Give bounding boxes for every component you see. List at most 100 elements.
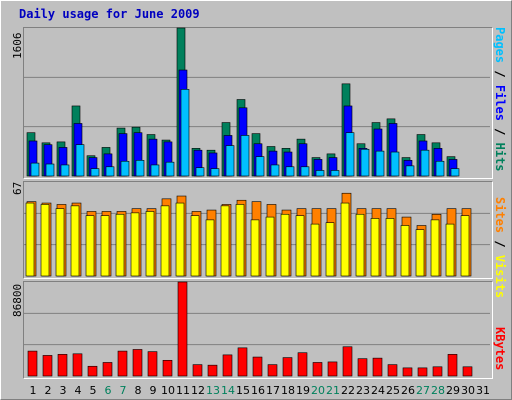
pages-bar: [210, 168, 220, 177]
pages-bar: [375, 150, 385, 177]
kbytes-bar: [357, 358, 368, 377]
pages-bar: [105, 166, 115, 177]
kbytes-bar: [267, 364, 278, 377]
pages-bar: [180, 89, 190, 177]
kbytes-bar: [72, 353, 83, 377]
day-tick-label: 17: [266, 384, 280, 397]
kbytes-bar: [372, 357, 383, 377]
day-tick-label: 31: [476, 384, 490, 397]
day-tick-label: 11: [176, 384, 190, 397]
day-tick-label: 22: [341, 384, 355, 397]
day-tick-label: 5: [90, 384, 97, 397]
sites-bar: [25, 202, 35, 277]
pages-bar: [390, 151, 400, 177]
pages-bar: [405, 165, 415, 177]
sites-bar: [115, 213, 125, 277]
sites-bar: [280, 213, 290, 277]
day-tick-label: 16: [251, 384, 265, 397]
kbytes-bar: [462, 366, 473, 377]
day-tick-label: 23: [356, 384, 370, 397]
kbytes-bar: [102, 362, 113, 377]
sites-bar: [445, 223, 455, 277]
pages-bar: [195, 167, 205, 177]
day-tick-label: 9: [150, 384, 157, 397]
sites-bar: [400, 225, 410, 277]
sites-bar: [175, 202, 185, 277]
sites-bar: [310, 223, 320, 277]
kbytes-bar: [417, 367, 428, 377]
kbytes-bar: [432, 366, 443, 377]
pages-bar: [225, 145, 235, 177]
pages-bar: [345, 132, 355, 177]
pages-bar: [360, 148, 370, 177]
day-tick-label: 8: [135, 384, 142, 397]
day-tick-label: 1: [30, 384, 37, 397]
sites-bar: [40, 204, 50, 277]
day-tick-label: 18: [281, 384, 295, 397]
sites-bar: [85, 215, 95, 277]
sites-bar: [250, 219, 260, 277]
pages-bar: [285, 166, 295, 177]
sites-bar: [340, 202, 350, 277]
pages-bar: [240, 135, 250, 177]
sites-bar: [460, 215, 470, 277]
pages-bar: [255, 156, 265, 177]
kbytes-bar: [297, 352, 308, 377]
kbytes-bar: [402, 367, 413, 377]
kbytes-bar: [132, 349, 143, 377]
sites-bar: [220, 205, 230, 277]
sites-bar: [100, 215, 110, 277]
pages-bar: [300, 166, 310, 177]
sites-bar: [325, 222, 335, 277]
sites-bar: [295, 215, 305, 277]
pages-bar: [270, 164, 280, 177]
sites-bar: [370, 218, 380, 277]
day-tick-label: 28: [431, 384, 445, 397]
pages-bar: [60, 164, 70, 177]
sites-bar: [415, 229, 425, 277]
sites-bar: [235, 204, 245, 277]
kbytes-bar: [57, 354, 68, 377]
pages-bar: [435, 160, 445, 177]
day-tick-label: 24: [371, 384, 385, 397]
kbytes-bar: [387, 364, 398, 377]
kbytes-bar: [222, 354, 233, 377]
kbytes-bar: [162, 359, 173, 377]
pages-bar: [315, 170, 325, 177]
day-tick-label: 21: [326, 384, 340, 397]
day-tick-label: 7: [120, 384, 127, 397]
pages-bar: [30, 162, 40, 177]
day-tick-label: 4: [75, 384, 82, 397]
day-tick-label: 27: [416, 384, 430, 397]
kbytes-bar: [237, 347, 248, 377]
sites-bar: [130, 212, 140, 277]
day-tick-label: 30: [461, 384, 475, 397]
kbytes-bar: [282, 357, 293, 377]
pages-bar: [150, 164, 160, 177]
sites-bar: [55, 208, 65, 277]
chart-title: Daily usage for June 2009: [19, 7, 200, 21]
kbytes-bar: [147, 351, 158, 377]
day-tick-label: 2: [45, 384, 52, 397]
sites-bar: [355, 213, 365, 277]
sites-bar: [190, 215, 200, 277]
day-tick-label: 14: [221, 384, 235, 397]
pages-bar: [45, 163, 55, 177]
sites-bar: [430, 219, 440, 277]
day-tick-label: 3: [60, 384, 67, 397]
kbytes-bar: [342, 346, 353, 377]
kbytes-bar: [252, 356, 263, 377]
day-tick-label: 29: [446, 384, 460, 397]
day-tick-label: 20: [311, 384, 325, 397]
sites-bar: [145, 211, 155, 277]
kbytes-bar: [117, 350, 128, 377]
pages-bar: [165, 161, 175, 177]
pages-bar: [330, 170, 340, 177]
day-tick-label: 10: [161, 384, 175, 397]
kbytes-bar: [87, 365, 98, 377]
kbytes-bar: [207, 364, 218, 377]
sites-bar: [205, 219, 215, 277]
kbytes-bar: [42, 355, 53, 377]
